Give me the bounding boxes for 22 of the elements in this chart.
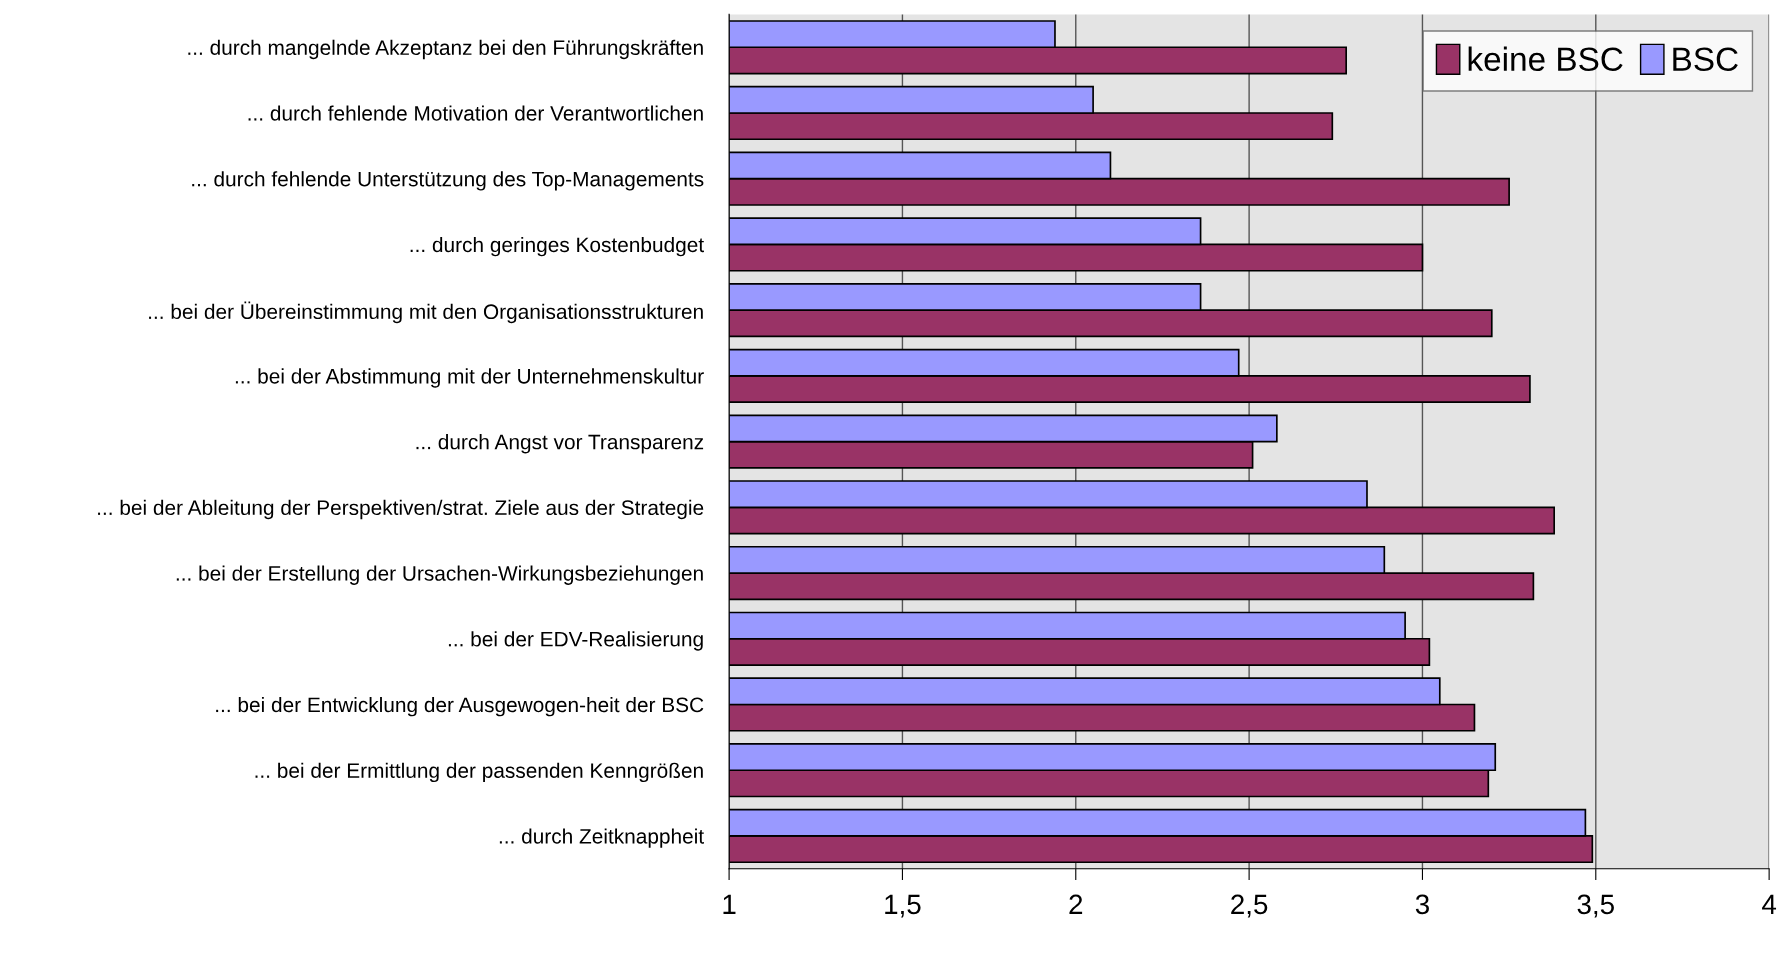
y-tick-label: ... bei der Übereinstimmung mit den Organisationsstrukturen — [149, 301, 703, 324]
x-tick-label: 4 — [1762, 894, 1777, 914]
y-tick-label: ... durch Angst vor Transparenz — [416, 434, 704, 454]
y-tick-label: ... bei der Erstellung der Ursachen-Wirkungsbeziehungen — [176, 565, 703, 585]
y-tick-label: ... durch Zeitknappheit — [499, 828, 704, 848]
y-tick-label: ... durch mangelnde Akzeptanz bei den Führungskräften — [188, 39, 703, 60]
legend-label: BSC — [1673, 47, 1738, 72]
x-tick-label: 1,5 — [885, 894, 921, 918]
y-tick-label: ... bei der Ermittlung der passenden Kenngrößen — [255, 762, 703, 783]
y-tick-label: ... bei der Ableitung der Perspektiven/strat. Ziele aus der Strategie — [98, 499, 704, 520]
x-tick-label: 2,5 — [1231, 894, 1268, 918]
y-tick-label: ... durch fehlende Motivation der Verantwortlichen — [248, 105, 703, 121]
x-tick-label: 1 — [723, 894, 736, 914]
x-tick-label: 2 — [1069, 894, 1083, 914]
y-tick-label: ... bei der Entwicklung der Ausgewogen-heit der BSC — [216, 696, 704, 717]
y-tick-label: ... bei der Abstimmung mit der Unternehmenskultur — [235, 368, 704, 388]
x-tick-label: 3 — [1415, 894, 1429, 915]
y-tick-label: ... bei der EDV-Realisierung — [448, 631, 703, 651]
x-tick-label: 3,5 — [1577, 894, 1614, 918]
y-tick-label: ... durch geringes Kostenbudget — [410, 236, 704, 257]
y-tick-label: ... durch fehlende Unterstützung des Top-Managements — [192, 171, 704, 191]
legend-label: keine BSC — [1468, 46, 1623, 72]
